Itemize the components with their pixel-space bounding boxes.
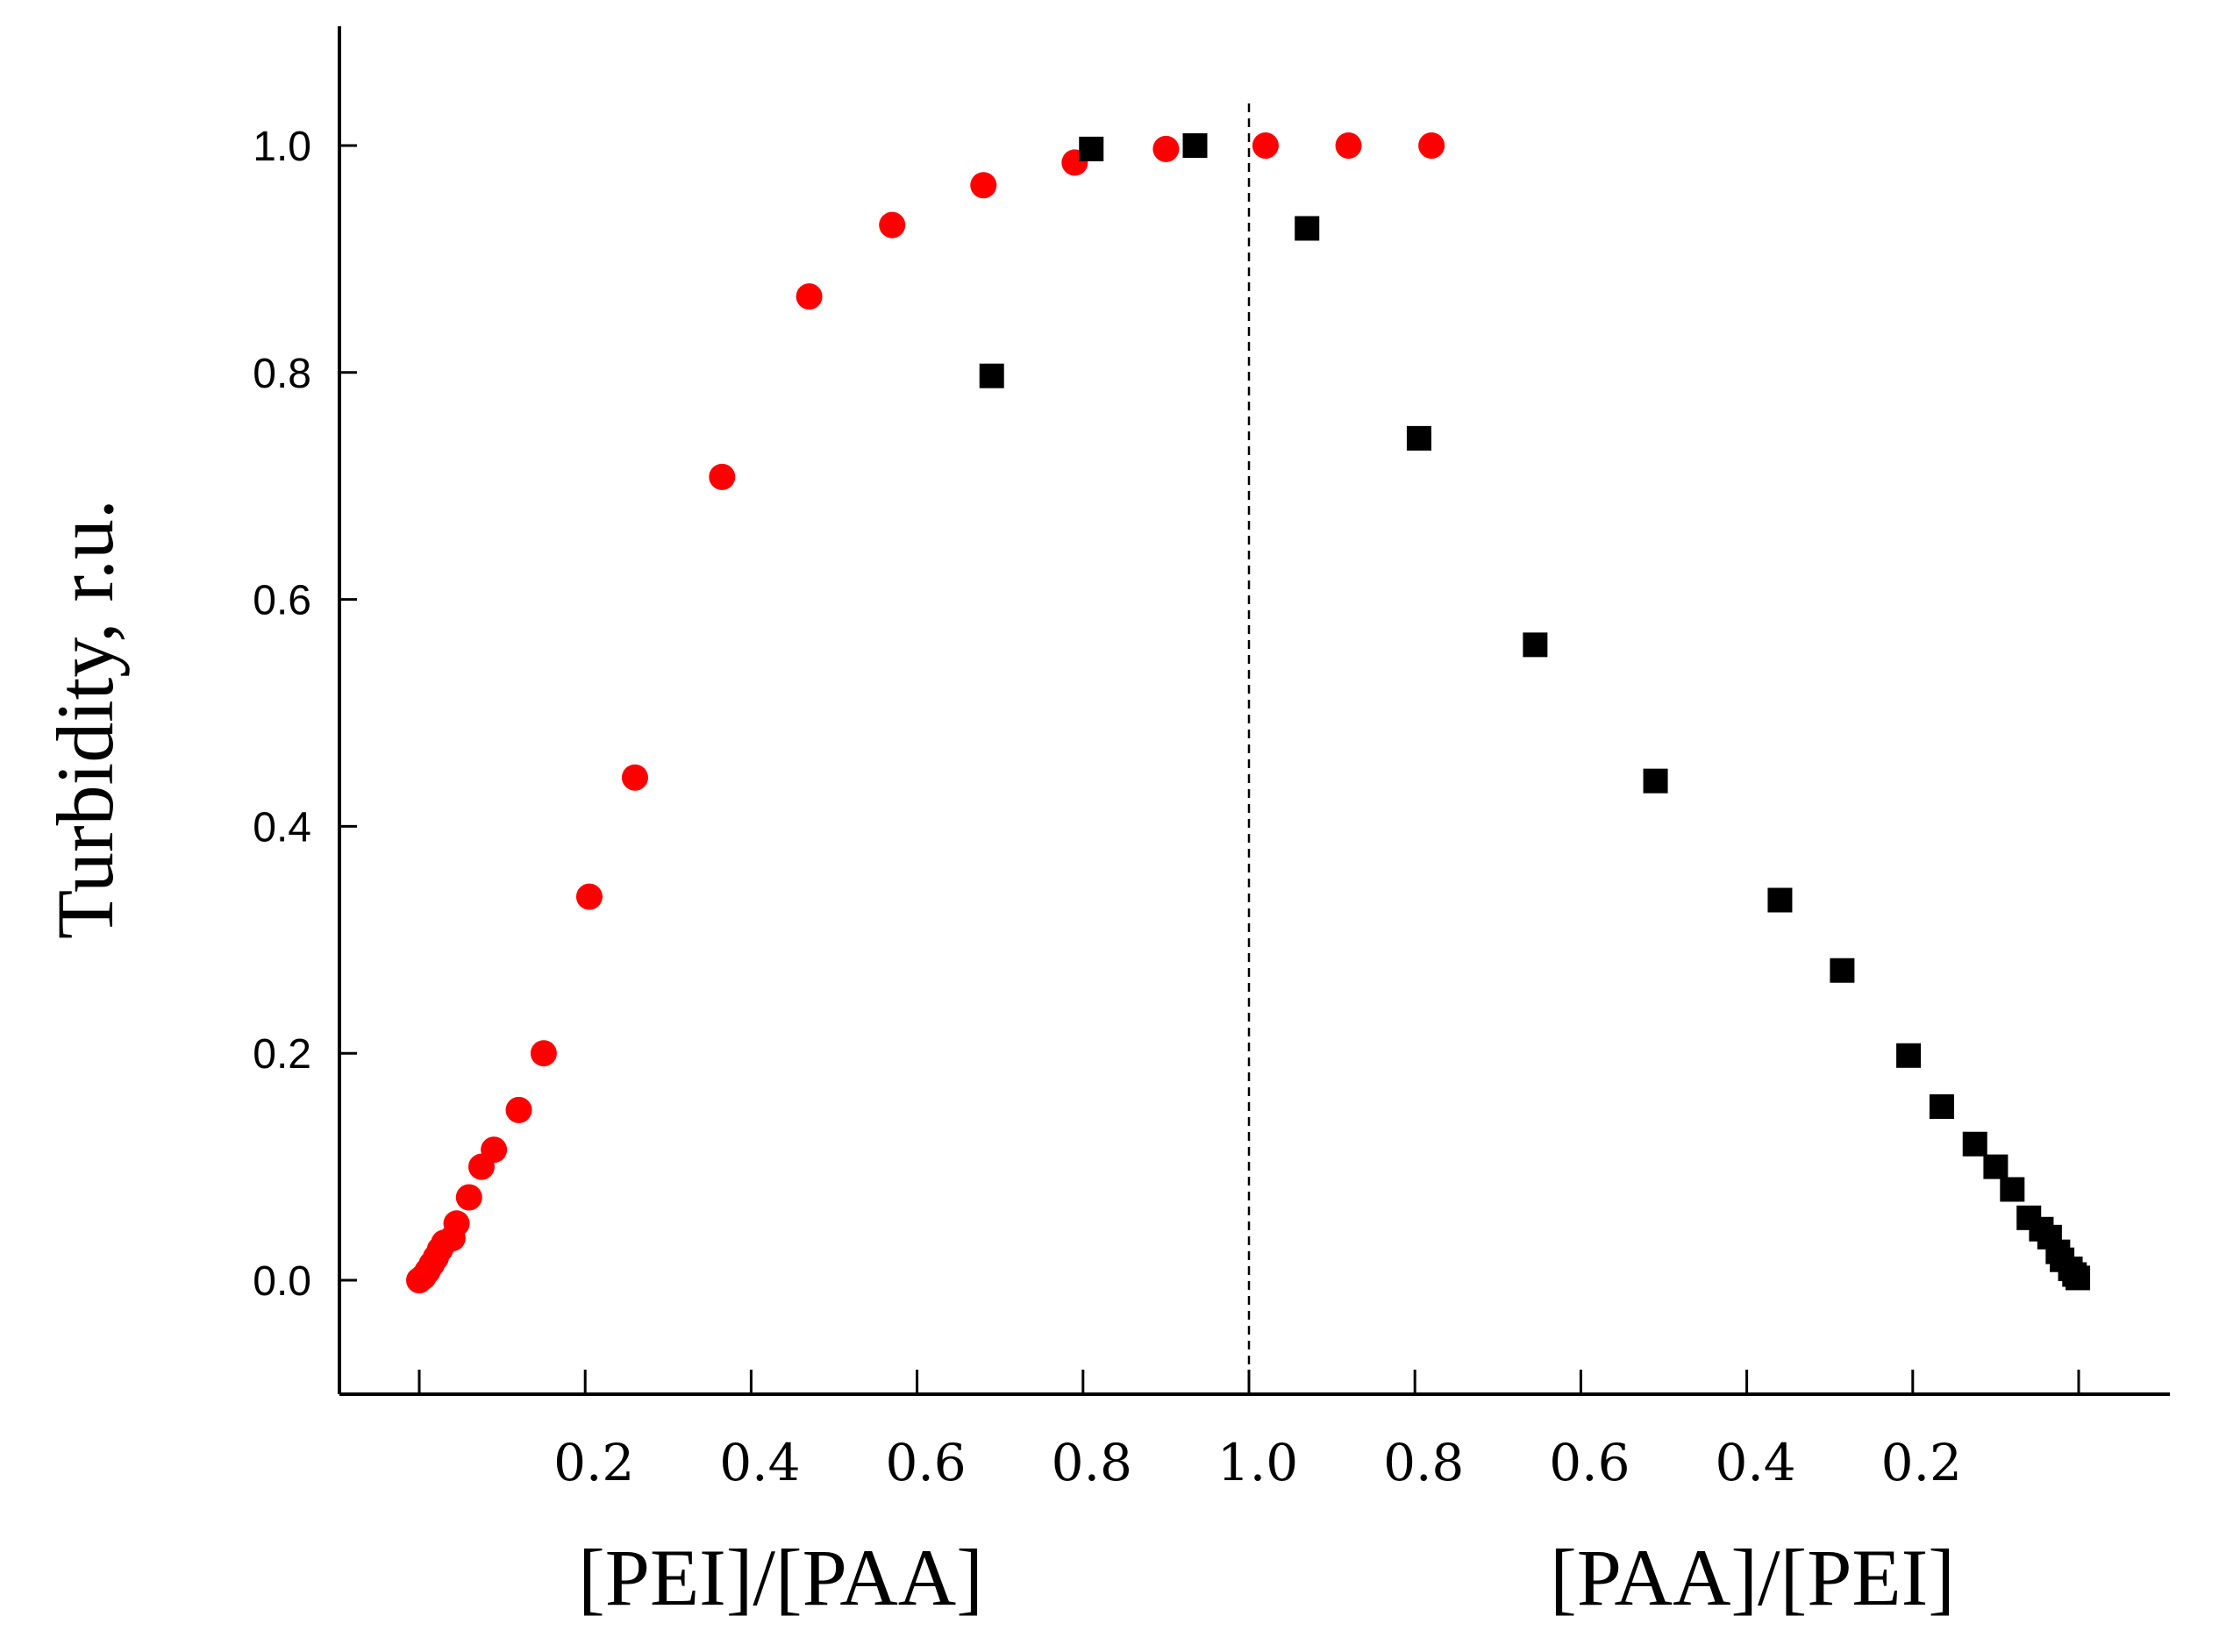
axis-titles: Turbidity, r.u. [PEI]/[PAA] [PAA]/[PEI]	[40, 499, 1955, 1622]
data-point-circle	[481, 1136, 508, 1164]
x-tick-label: 0.2	[553, 1433, 634, 1492]
series-red-circles	[406, 132, 1445, 1293]
y-tick-label: 1.0	[253, 124, 311, 170]
x-tick-label: 0.2	[1881, 1433, 1962, 1492]
x-ticks: 0.2 0.4 0.6 0.8 1.0 0.8 0.6 0.4 0.2	[417, 1370, 2080, 1492]
y-tick-label: 0.6	[253, 578, 311, 624]
x-tick-label: 0.4	[719, 1433, 800, 1492]
x-tick-label: 0.4	[1715, 1433, 1795, 1492]
data-point-circle	[709, 463, 736, 490]
axes	[338, 26, 2170, 1396]
data-point-square	[2000, 1177, 2025, 1202]
y-tick-label: 0.2	[253, 1031, 311, 1078]
data-point-circle	[530, 1040, 557, 1067]
data-point-square	[1830, 958, 1855, 983]
data-point-square	[1929, 1094, 1954, 1120]
data-point-circle	[455, 1184, 482, 1211]
x-tick-label: 0.6	[885, 1433, 966, 1492]
y-tick-label: 0.8	[253, 351, 311, 397]
data-point-circle	[1152, 135, 1180, 162]
data-point-square	[1643, 768, 1668, 794]
data-point-circle	[621, 764, 648, 791]
data-point-square	[979, 363, 1004, 388]
data-point-square	[1295, 216, 1320, 241]
data-point-square	[1079, 136, 1104, 161]
data-point-square	[1406, 425, 1431, 451]
y-axis-title: Turbidity, r.u.	[40, 499, 130, 939]
data-point-square	[1767, 887, 1793, 913]
data-point-circle	[1335, 132, 1362, 159]
data-point-square	[2066, 1265, 2091, 1291]
data-point-square	[1896, 1043, 1922, 1068]
x-tick-label: 0.6	[1549, 1433, 1630, 1492]
data-point-square	[1182, 133, 1208, 158]
data-point-circle	[970, 172, 997, 199]
x-axis-title-right: [PAA]/[PEI]	[1550, 1533, 1955, 1622]
y-tick-label: 0.0	[253, 1258, 311, 1305]
data-point-circle	[443, 1210, 470, 1237]
x-tick-label: 0.8	[1383, 1433, 1464, 1492]
x-axis-title-left: [PEI]/[PAA]	[578, 1533, 983, 1622]
data-point-circle	[1252, 132, 1279, 159]
data-point-square	[1523, 632, 1548, 658]
data-points	[406, 132, 2091, 1293]
data-point-circle	[575, 883, 603, 910]
data-point-square	[1983, 1154, 2009, 1179]
x-tick-label: 1.0	[1217, 1433, 1298, 1492]
data-point-circle	[1418, 132, 1445, 159]
data-point-circle	[505, 1096, 532, 1123]
y-ticks: 0.0 0.2 0.4 0.6 0.8 1.0	[253, 124, 357, 1305]
data-point-circle	[796, 283, 823, 310]
series-black-squares	[979, 133, 2091, 1291]
data-point-square	[1962, 1131, 1987, 1157]
y-tick-label: 0.4	[253, 804, 311, 851]
x-tick-label: 0.8	[1052, 1433, 1132, 1492]
data-point-circle	[879, 211, 906, 239]
